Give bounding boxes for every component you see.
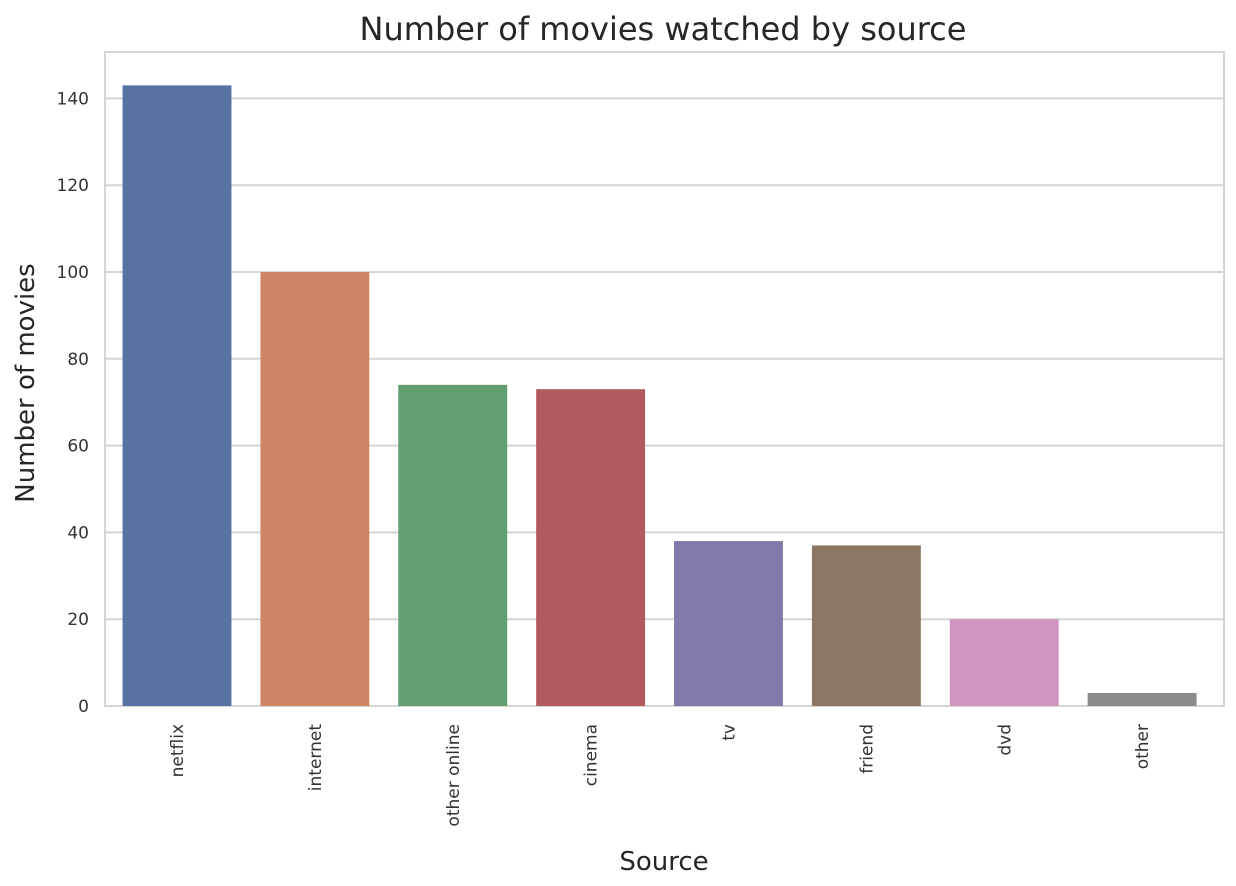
bar-other (1087, 692, 1197, 706)
y-tick-label: 0 (78, 697, 89, 717)
y-tick-label: 140 (57, 89, 89, 109)
y-tick-labels: 0 20 40 60 80 100 120 140 (57, 89, 89, 717)
bar-tv (674, 541, 783, 706)
x-axis-label: Source (619, 847, 708, 877)
bar-friend (811, 545, 921, 706)
y-tick-label: 40 (67, 523, 89, 543)
bars (122, 85, 1197, 706)
y-tick-label: 100 (57, 263, 89, 283)
x-tick-label: tv (720, 724, 740, 741)
x-tick-label: netflix (168, 724, 188, 777)
plot-frame (104, 51, 1225, 707)
bar-netflix (122, 85, 232, 706)
y-tick-label: 120 (57, 176, 89, 196)
bar-other-online (398, 384, 508, 706)
bar-dvd (949, 619, 1059, 706)
y-axis-label: Number of movies (11, 263, 41, 502)
x-tick-label: cinema (582, 724, 602, 786)
x-tick-label: other online (444, 724, 464, 827)
x-tick-label: other (1133, 724, 1153, 769)
x-tick-label: internet (306, 724, 326, 792)
x-tick-labels: netflix internet other online cinema tv frien… (168, 724, 1153, 827)
bar-internet (260, 272, 370, 706)
y-tick-label: 60 (67, 437, 89, 457)
y-tick-label: 80 (67, 350, 89, 370)
x-tick-label: friend (857, 724, 877, 774)
chart-title: Number of movies watched by source (360, 10, 967, 48)
bar-cinema (536, 389, 646, 706)
y-tick-label: 20 (67, 610, 89, 630)
x-tick-label: dvd (995, 724, 1015, 756)
